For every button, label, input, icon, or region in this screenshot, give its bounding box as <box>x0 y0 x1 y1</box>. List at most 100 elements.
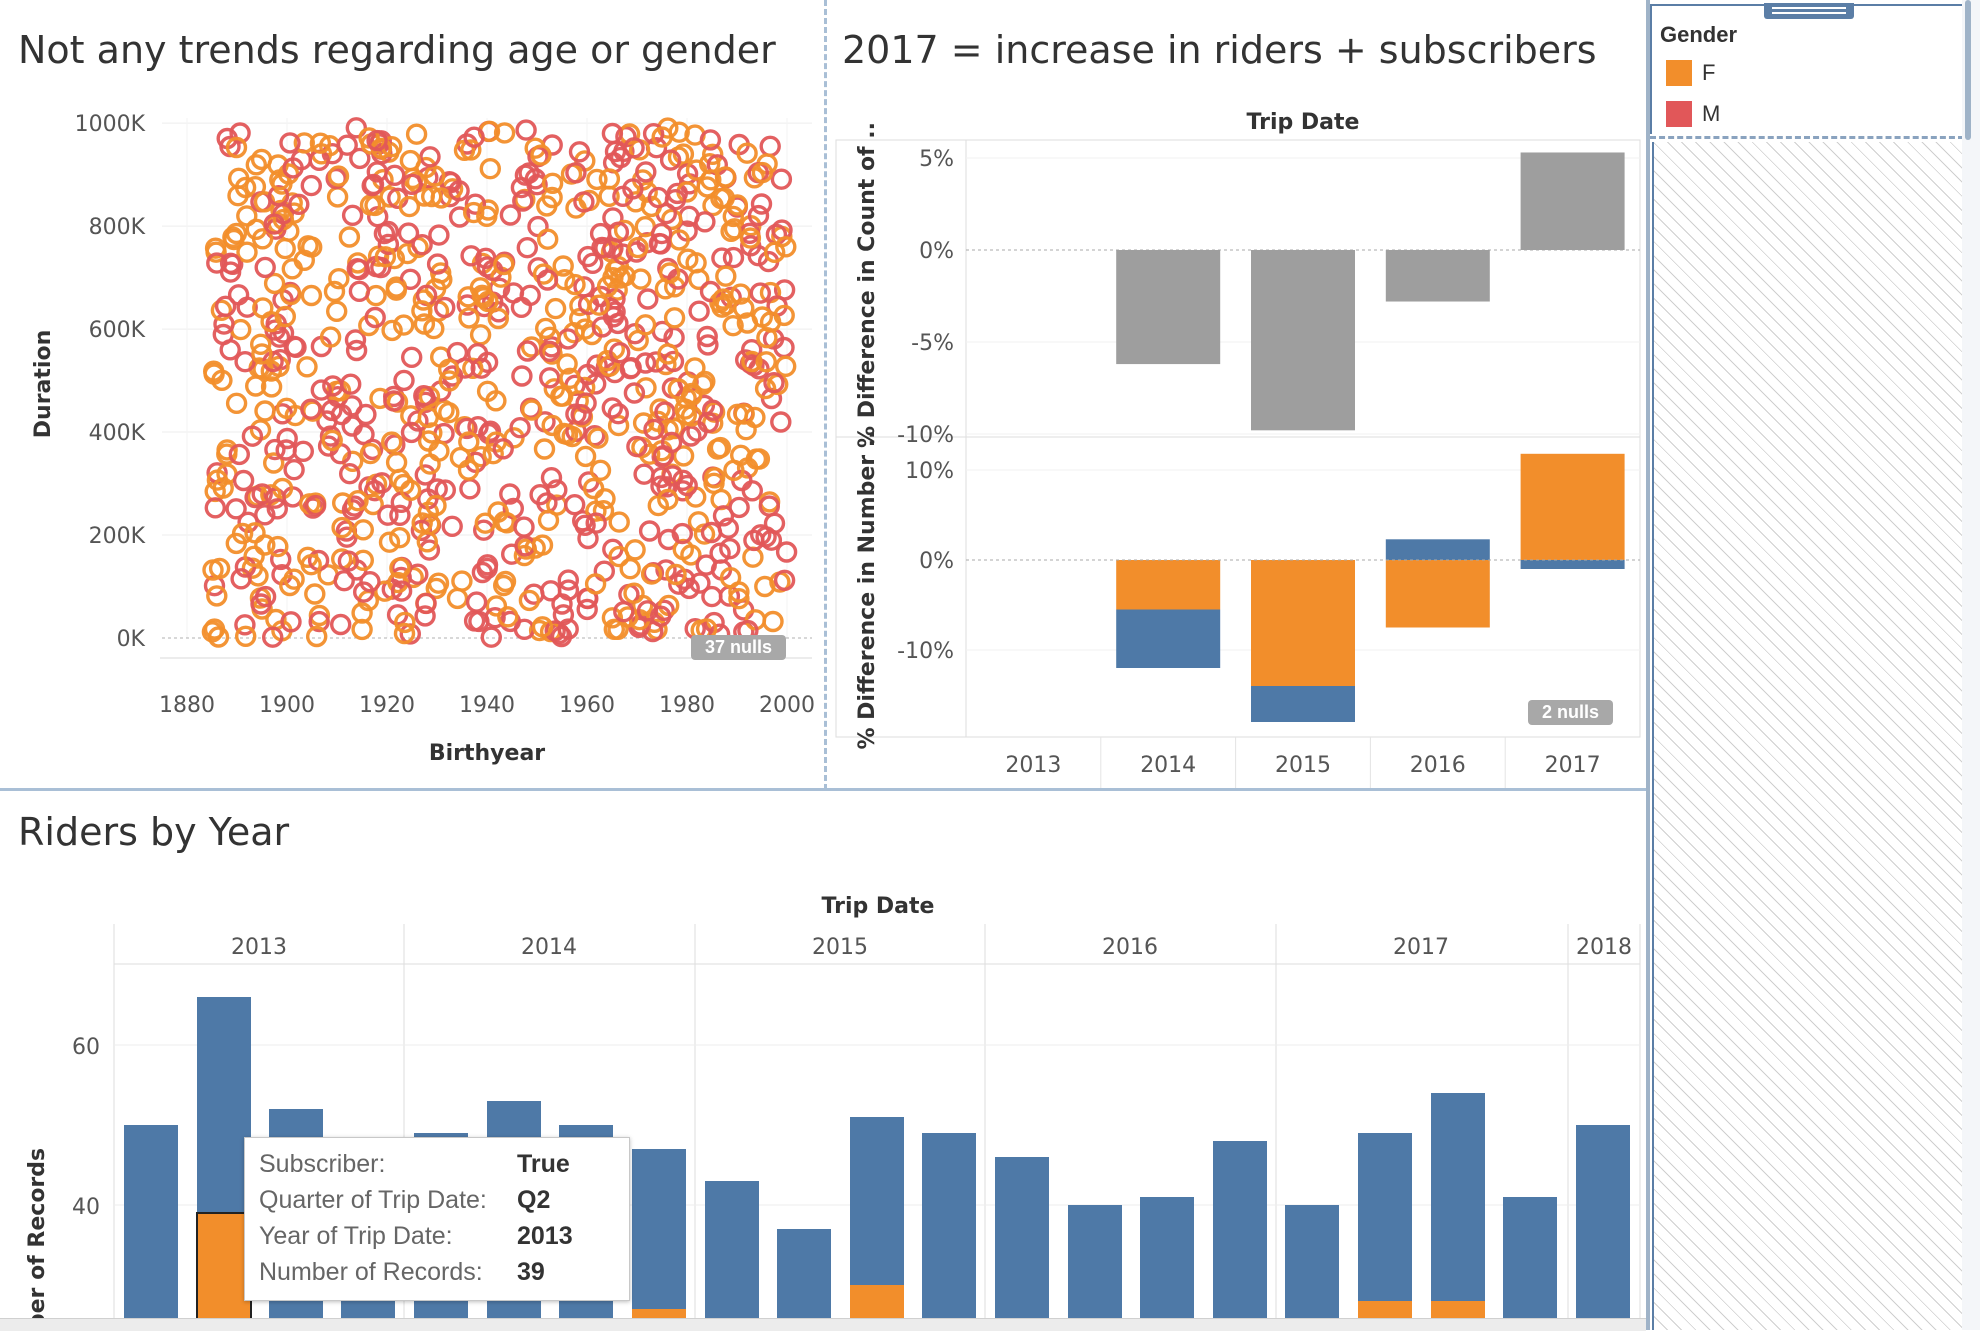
scatter-nulls-badge[interactable]: 37 nulls <box>691 635 787 660</box>
scatter-point <box>550 625 573 648</box>
scatter-point <box>586 168 608 191</box>
scatter-point <box>476 380 499 402</box>
scatter-point <box>633 463 655 485</box>
scatter-point <box>728 581 750 603</box>
scatter-point <box>557 579 580 601</box>
scatter-point <box>762 610 784 633</box>
scatter-point <box>414 464 436 486</box>
subscriber-bar <box>995 1157 1049 1330</box>
scatter-point <box>262 626 284 648</box>
scatter-point <box>741 480 763 502</box>
scatter-point <box>674 398 696 420</box>
scatter-point <box>283 335 305 358</box>
legend-item-m[interactable]: M <box>1666 101 1720 127</box>
scatter-point <box>359 571 381 593</box>
x-tick-label: 1900 <box>259 693 315 718</box>
scatter-point <box>672 445 695 467</box>
scatter-point <box>701 585 723 608</box>
legend-panel: Gender F M <box>1650 3 1966 134</box>
scatter-point <box>627 236 649 259</box>
scatter-point <box>671 522 693 545</box>
scatter-point <box>696 325 718 348</box>
scatter-point <box>694 211 716 233</box>
scatter-point <box>236 241 258 263</box>
legend-item-f[interactable]: F <box>1666 60 1715 86</box>
drag-handle[interactable] <box>1764 3 1854 19</box>
scatter-point <box>326 300 348 322</box>
scatter-point <box>345 339 368 362</box>
pane-border <box>835 139 1641 438</box>
scatter-point <box>650 466 673 489</box>
scatter-point <box>706 438 729 460</box>
scatter-point <box>304 494 327 517</box>
scatter-point <box>292 440 314 462</box>
scatter-point <box>552 255 574 277</box>
scatter-point <box>750 193 773 215</box>
y-tick-label: 600K <box>89 318 146 343</box>
scatter-point <box>384 164 406 187</box>
tooltip-value: 39 <box>517 1257 545 1286</box>
scatter-point <box>773 569 796 591</box>
scatter-point <box>568 141 591 163</box>
scatter-point <box>456 417 478 440</box>
scatter-point <box>251 343 273 365</box>
scatter-point <box>509 417 531 439</box>
scatter-point <box>225 392 248 414</box>
scatter-point <box>352 519 374 541</box>
difference-bar <box>1251 250 1355 431</box>
scatter-point <box>230 568 252 590</box>
scatter-point <box>582 252 604 274</box>
scatter-point <box>394 611 416 634</box>
scatter-point <box>353 423 375 446</box>
scatter-point <box>747 204 770 227</box>
scatter-point <box>596 275 619 298</box>
scatter-point <box>381 319 403 342</box>
scatter-point <box>274 237 296 260</box>
scatter-point <box>418 539 441 561</box>
subscriber-bar <box>1285 1205 1339 1330</box>
scatter-point <box>608 545 630 568</box>
scatter-point <box>585 512 607 534</box>
scatter-point <box>636 600 659 622</box>
scatter-point <box>635 377 657 399</box>
scatter-point <box>741 350 763 373</box>
scatter-point <box>659 262 681 284</box>
scatter-point <box>446 587 469 610</box>
scatter-point <box>574 514 596 536</box>
scatter-point <box>417 406 439 429</box>
scatter-point <box>588 294 610 316</box>
scatter-point <box>672 143 695 165</box>
scatter-point <box>430 187 452 209</box>
scatter-point <box>428 224 450 246</box>
scrollbar-thumb[interactable] <box>1965 0 1971 140</box>
scatter-point <box>703 472 725 494</box>
scatter-point <box>308 604 331 627</box>
scatter-point <box>657 488 679 511</box>
scatter-point <box>687 511 710 533</box>
scatter-point <box>755 526 777 548</box>
scatter-point <box>539 340 561 362</box>
scatter-point <box>564 494 586 516</box>
scatter-point <box>516 236 538 259</box>
scatter-point <box>459 478 481 500</box>
x-tick-label: 1960 <box>559 693 615 718</box>
scatter-point <box>411 300 433 322</box>
x-tick-label: 2000 <box>759 693 815 718</box>
x-tick-label: 2017 <box>1545 753 1601 778</box>
scatter-point <box>234 351 256 373</box>
changes-nulls-badge[interactable]: 2 nulls <box>1528 700 1614 725</box>
scatter-chart[interactable]: 1000K 800K 600K 400K 200K 0K 1880 1900 1920 1940 1… <box>0 0 822 788</box>
scatter-point <box>711 296 733 318</box>
scrollbar-track[interactable] <box>1962 0 1980 1330</box>
scatter-point <box>511 365 533 387</box>
tooltip-value: True <box>517 1149 570 1178</box>
scatter-point <box>741 339 763 361</box>
scatter-point <box>712 505 735 527</box>
tooltip-key: Number of Records: <box>259 1257 483 1286</box>
scatter-point <box>463 126 485 148</box>
scatter-point <box>497 606 519 628</box>
scatter-point <box>321 429 343 452</box>
scatter-point <box>276 427 298 450</box>
scatter-point <box>345 117 367 139</box>
